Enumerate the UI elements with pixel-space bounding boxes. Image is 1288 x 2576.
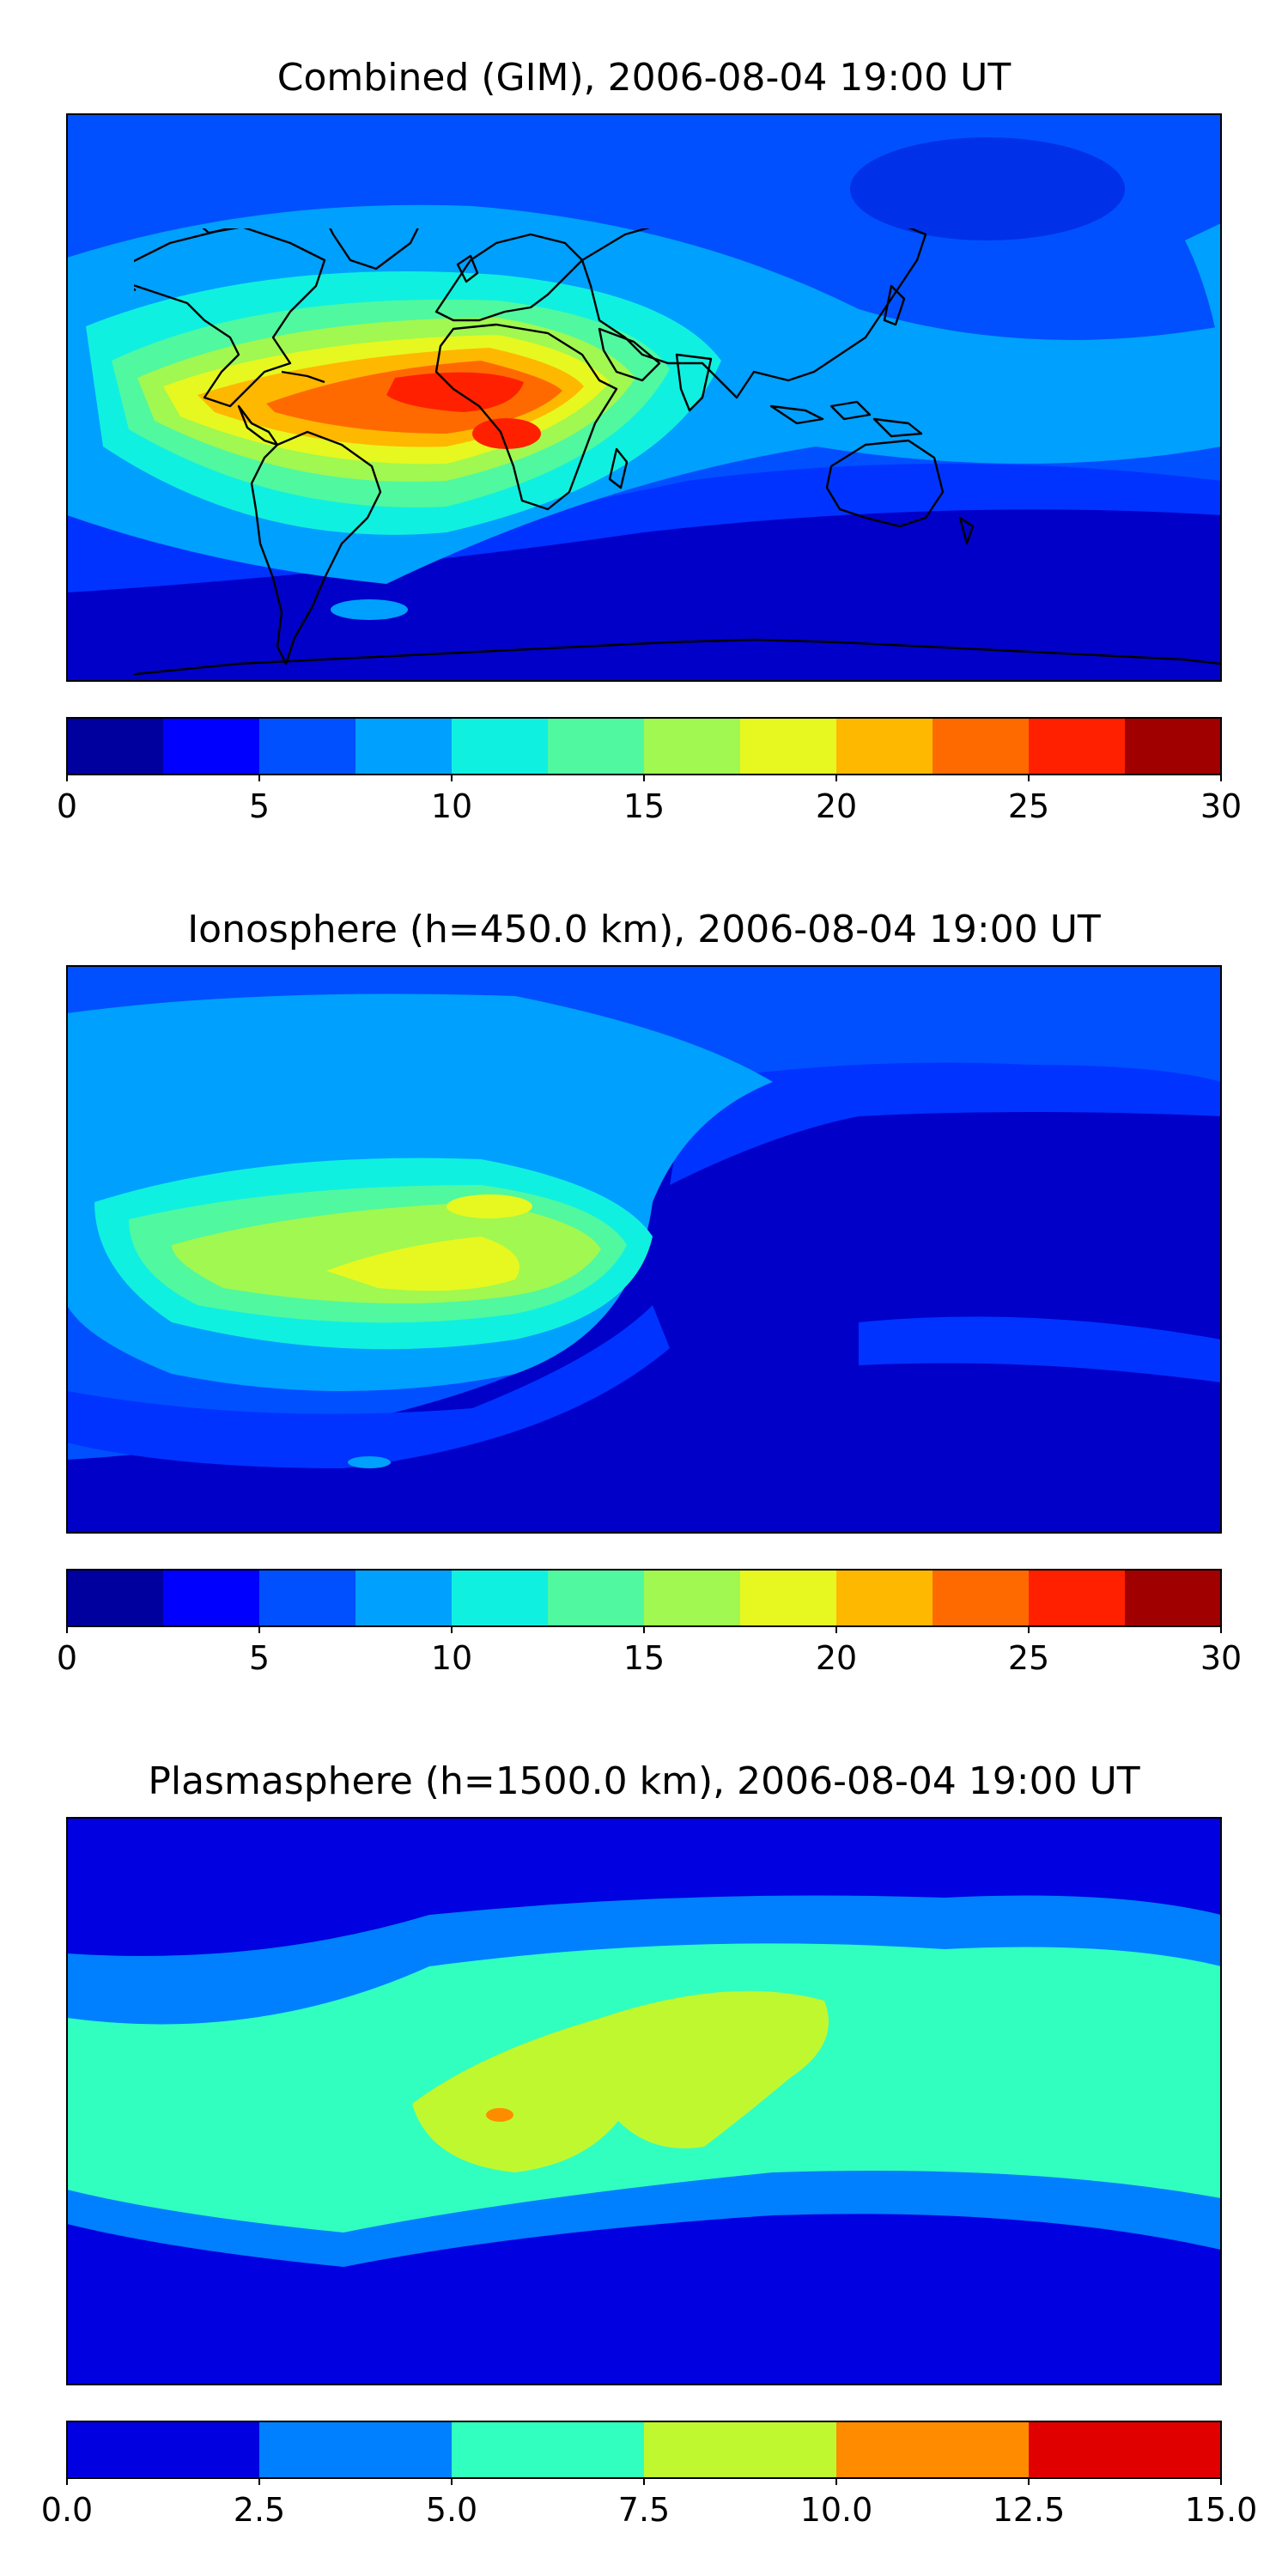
colorbar-segment <box>836 1570 933 1626</box>
colorbar-segment <box>836 2421 1030 2478</box>
colorbar-tick-label: 12.5 <box>993 2491 1066 2529</box>
map3-title: Plasmasphere (h=1500.0 km), 2006-08-04 1… <box>148 1759 1139 1803</box>
colorbar-tick-label: 15 <box>623 1639 665 1677</box>
map2-level-1c <box>859 1316 1221 1382</box>
map1-level-0 <box>67 495 1221 681</box>
colorbar-tick-label: 25 <box>1008 1639 1049 1677</box>
colorbar-tick-label: 20 <box>816 1639 857 1677</box>
colorbar-segment <box>933 1570 1030 1626</box>
colorbar-tick-label: 5 <box>249 787 270 825</box>
colorbar-segment <box>452 2421 645 2478</box>
colorbar-tick-label: 10.0 <box>800 2491 873 2529</box>
map2-level-7b <box>447 1194 532 1218</box>
colorbar-tick-label: 0 <box>57 787 77 825</box>
colorbar-tick-label: 7.5 <box>618 2491 670 2529</box>
map3-level-4 <box>486 2108 513 2122</box>
map2-level-7 <box>326 1236 519 1291</box>
colorbar-segment <box>67 1570 164 1626</box>
colorbar-segment <box>163 1570 260 1626</box>
colorbar-tick-label: 30 <box>1200 1639 1242 1677</box>
map1-np-low <box>850 137 1125 240</box>
map3-level-3 <box>412 1990 829 2172</box>
colorbar-segment <box>259 2421 453 2478</box>
colorbar-tick-label: 10 <box>431 787 472 825</box>
colorbar-tick-label: 5.0 <box>426 2491 477 2529</box>
map1-level-10b <box>472 418 541 449</box>
colorbar-segment <box>452 718 549 775</box>
colorbar-segment <box>740 718 837 775</box>
colorbar-tick-label: 25 <box>1008 787 1049 825</box>
colorbar-segment <box>1029 718 1126 775</box>
map3-colorbar-ticks: 0.0 2.5 5.0 7.5 10.0 12.5 15.0 <box>41 2478 1258 2529</box>
map2-level-1b <box>67 1305 670 1468</box>
colorbar-segment <box>259 718 356 775</box>
colorbar-tick-label: 2.5 <box>234 2491 285 2529</box>
map2-contours <box>67 993 1221 1533</box>
colorbar-segment <box>644 718 741 775</box>
map2-blob <box>348 1456 391 1468</box>
colorbar-segment <box>67 2421 260 2478</box>
colorbar-segment <box>836 718 933 775</box>
colorbar-segment <box>548 718 645 775</box>
map2-plot <box>66 965 1222 1534</box>
colorbar-tick-label: 0.0 <box>41 2491 93 2529</box>
colorbar-tick-label: 15.0 <box>1185 2491 1258 2529</box>
colorbar-tick-label: 10 <box>431 1639 472 1677</box>
colorbar-segment <box>1125 718 1222 775</box>
map1-contours <box>67 137 1221 681</box>
colorbar-segment <box>67 718 164 775</box>
colorbar-tick-label: 15 <box>623 787 665 825</box>
colorbar-segment <box>163 718 260 775</box>
colorbar-segment <box>1029 1570 1126 1626</box>
map2-frame <box>66 965 1222 1534</box>
map3-colorbar <box>66 2421 1222 2479</box>
colorbar-segment <box>1029 2421 1222 2478</box>
map2-level-0 <box>67 1082 1221 1533</box>
map1-title: Combined (GIM), 2006-08-04 19:00 UT <box>277 56 1012 100</box>
map3-contours <box>67 1895 1221 2267</box>
colorbar-tick-label: 20 <box>816 787 857 825</box>
colorbar-segment <box>452 1570 549 1626</box>
map2-colorbar <box>66 1569 1222 1627</box>
colorbar-segment <box>548 1570 645 1626</box>
map1-right-edge <box>1185 223 1221 361</box>
colorbar-segment <box>933 718 1030 775</box>
map2-title: Ionosphere (h=450.0 km), 2006-08-04 19:0… <box>187 908 1101 951</box>
colorbar-segment <box>740 1570 837 1626</box>
colorbar-tick-label: 5 <box>249 1639 270 1677</box>
map3-frame <box>66 1817 1222 2385</box>
map1-frame <box>66 113 1222 682</box>
colorbar-tick-label: 0 <box>57 1639 77 1677</box>
colorbar-tick-label: 30 <box>1200 787 1242 825</box>
colorbar-segment <box>259 1570 356 1626</box>
colorbar-segment <box>355 1570 453 1626</box>
map3-plot <box>66 1817 1222 2385</box>
colorbar-segment <box>644 2421 837 2478</box>
colorbar-segment <box>644 1570 741 1626</box>
colorbar-segment <box>355 718 453 775</box>
map1-blob <box>331 599 408 620</box>
map1-colorbar-ticks: 0 5 10 15 20 25 30 <box>57 775 1242 825</box>
map1-colorbar <box>66 717 1222 775</box>
map2-level-1 <box>670 1062 1221 1185</box>
map2-colorbar-ticks: 0 5 10 15 20 25 30 <box>57 1626 1242 1677</box>
map1-plot <box>66 113 1222 682</box>
colorbar-segment <box>1125 1570 1222 1626</box>
map1-level-10 <box>386 372 524 412</box>
